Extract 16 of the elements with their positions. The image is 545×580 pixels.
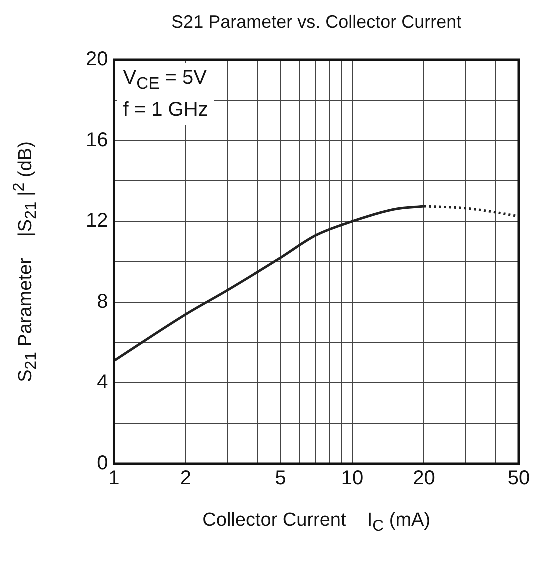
x-axis-title: Collector Current I$_{C}$ (mA) <box>202 510 432 536</box>
y-tick-label: 16 <box>86 129 108 152</box>
x-tick-label: 2 <box>180 468 192 490</box>
annotation: f = 1 GHz <box>123 98 208 123</box>
chart-title: S21 Parameter vs. Collector Current <box>170 12 463 33</box>
y-tick-label: 0 <box>97 452 108 475</box>
x-tick-label: 20 <box>413 468 436 490</box>
x-tick-label: 10 <box>341 468 364 490</box>
y-tick-label: 8 <box>97 290 108 313</box>
x-tick-label: 1 <box>108 468 120 490</box>
y-tick-label: 20 <box>86 48 108 71</box>
x-tick-label: 5 <box>275 468 286 490</box>
x-tick-label: 50 <box>508 468 530 490</box>
annotation: V$_{CE}$ = 5V <box>123 66 208 95</box>
y-tick-label: 4 <box>97 372 108 394</box>
y-tick-label: 12 <box>86 210 108 232</box>
